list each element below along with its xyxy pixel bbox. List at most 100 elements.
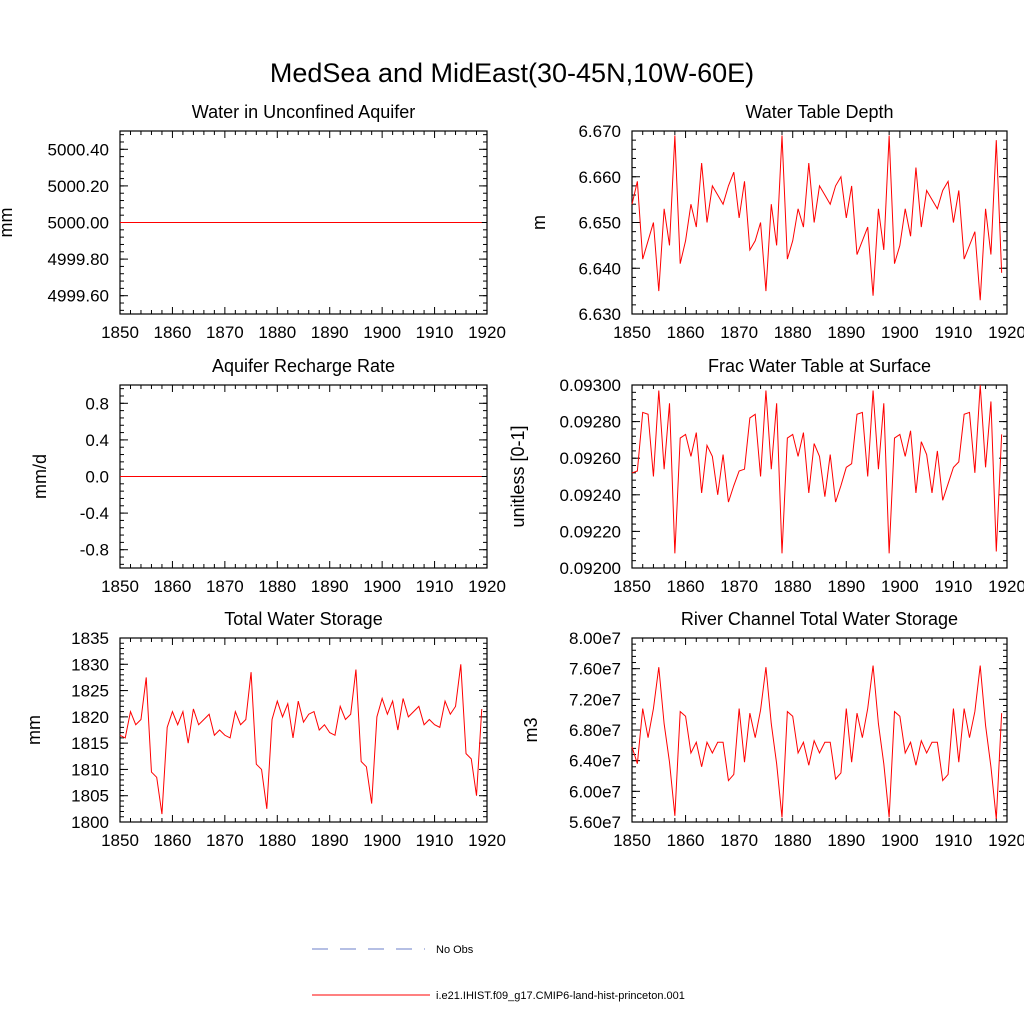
x-tick-label: 1860 — [154, 577, 192, 596]
y-tick-label: 6.660 — [578, 168, 621, 187]
x-tick-label: 1920 — [468, 577, 506, 596]
x-tick-label: 1870 — [720, 323, 758, 342]
series-line-0 — [631, 384, 1003, 554]
y-tick-label: 6.650 — [578, 214, 621, 233]
panel-0: Water in Unconfined Aquifer mm 1850 1860 187… — [0, 102, 506, 342]
x-tick-label: 1870 — [720, 577, 758, 596]
x-tick-label: 1870 — [206, 577, 244, 596]
y-tick-label: 0.09220 — [560, 522, 621, 541]
x-tick-label: 1920 — [468, 831, 506, 850]
x-tick-label: 1920 — [468, 323, 506, 342]
panel-title: Water Table Depth — [745, 102, 893, 122]
x-tick-label: 1920 — [988, 577, 1024, 596]
y-tick-label: 0.09200 — [560, 559, 621, 578]
x-tick-label: 1900 — [881, 577, 919, 596]
x-tick-label: 1910 — [416, 577, 454, 596]
x-tick-label: 1900 — [363, 577, 401, 596]
x-tick-label: 1850 — [101, 323, 139, 342]
x-tick-label: 1880 — [774, 577, 812, 596]
plot-frame — [631, 384, 1008, 569]
y-axis-label: mm/d — [30, 454, 50, 499]
y-axis-label: unitless [0-1] — [508, 425, 528, 527]
panel-title: Aquifer Recharge Rate — [212, 356, 395, 376]
x-tick-label: 1850 — [613, 831, 651, 850]
series-line-0 — [631, 135, 1003, 301]
y-tick-label: 0.09300 — [560, 376, 621, 395]
x-tick-label: 1880 — [258, 831, 296, 850]
panel-4: Total Water Storage mm 1850 1860 1870 1880 189… — [24, 609, 506, 850]
legend-label-model: i.e21.IHIST.f09_g17.CMIP6-land-hist-prin… — [436, 990, 685, 1002]
y-tick-label: 0.4 — [85, 431, 109, 450]
x-tick-label: 1870 — [206, 323, 244, 342]
x-tick-label: 1900 — [363, 323, 401, 342]
x-tick-label: 1890 — [311, 831, 349, 850]
panel-title: Frac Water Table at Surface — [708, 356, 931, 376]
x-tick-label: 1860 — [667, 577, 705, 596]
x-tick-label: 1880 — [258, 323, 296, 342]
plot-frame — [119, 637, 488, 823]
y-tick-label: 5.60e7 — [569, 813, 621, 832]
y-tick-label: 1805 — [71, 787, 109, 806]
panels: Water in Unconfined Aquifer mm 1850 1860 187… — [0, 102, 1024, 850]
x-tick-label: 1850 — [101, 577, 139, 596]
figure-title: MedSea and MidEast(30-45N,10W-60E) — [270, 58, 754, 88]
y-tick-label: 1825 — [71, 682, 109, 701]
legend: No Obs i.e21.IHIST.f09_g17.CMIP6-land-hi… — [312, 944, 685, 1002]
y-axis-label: m3 — [521, 717, 541, 742]
x-tick-label: 1900 — [881, 831, 919, 850]
x-tick-label: 1860 — [667, 323, 705, 342]
y-tick-label: -0.8 — [80, 541, 109, 560]
x-tick-label: 1860 — [154, 323, 192, 342]
x-tick-label: 1860 — [667, 831, 705, 850]
x-tick-label: 1880 — [774, 323, 812, 342]
series-line-0 — [631, 665, 1003, 819]
y-tick-label: 6.80e7 — [569, 721, 621, 740]
y-tick-label: 1830 — [71, 655, 109, 674]
panel-1: Water Table Depth m 1850 1860 1870 1880 1890 19… — [529, 102, 1024, 342]
y-tick-label: 6.00e7 — [569, 782, 621, 801]
x-tick-label: 1910 — [935, 831, 973, 850]
x-tick-label: 1860 — [154, 831, 192, 850]
y-tick-label: 6.630 — [578, 305, 621, 324]
y-tick-label: 8.00e7 — [569, 629, 621, 648]
x-tick-label: 1850 — [613, 323, 651, 342]
panel-2: Aquifer Recharge Rate mm/d 1850 1860 1870 188… — [30, 356, 506, 596]
x-tick-label: 1890 — [311, 577, 349, 596]
y-axis-label: m — [529, 215, 549, 230]
y-axis-label: mm — [24, 715, 44, 745]
y-tick-label: -0.4 — [80, 504, 109, 523]
x-tick-label: 1850 — [101, 831, 139, 850]
y-tick-label: 1815 — [71, 734, 109, 753]
y-tick-label: 4999.60 — [48, 287, 109, 306]
x-tick-label: 1880 — [258, 577, 296, 596]
x-tick-label: 1920 — [988, 831, 1024, 850]
panel-3: Frac Water Table at Surface unitless [0-1… — [508, 356, 1024, 596]
x-tick-label: 1890 — [311, 323, 349, 342]
x-tick-label: 1870 — [206, 831, 244, 850]
y-tick-label: 0.8 — [85, 394, 109, 413]
x-tick-label: 1890 — [827, 577, 865, 596]
plot-frame — [631, 637, 1008, 823]
panel-5: River Channel Total Water Storage m3 1850 1… — [521, 609, 1024, 850]
x-tick-label: 1880 — [774, 831, 812, 850]
y-axis-label: mm — [0, 208, 16, 238]
x-tick-label: 1910 — [416, 323, 454, 342]
panel-title: River Channel Total Water Storage — [681, 609, 958, 629]
y-tick-label: 0.0 — [85, 468, 109, 487]
x-tick-label: 1890 — [827, 831, 865, 850]
y-tick-label: 7.60e7 — [569, 660, 621, 679]
x-tick-label: 1920 — [988, 323, 1024, 342]
series-line-0 — [119, 664, 483, 815]
y-tick-label: 1835 — [71, 629, 109, 648]
y-tick-label: 4999.80 — [48, 250, 109, 269]
y-tick-label: 5000.20 — [48, 177, 109, 196]
x-tick-label: 1890 — [827, 323, 865, 342]
legend-label-no-obs: No Obs — [436, 944, 474, 956]
x-tick-label: 1900 — [881, 323, 919, 342]
x-tick-label: 1910 — [935, 323, 973, 342]
y-tick-label: 6.640 — [578, 259, 621, 278]
x-tick-label: 1900 — [363, 831, 401, 850]
y-tick-label: 1810 — [71, 760, 109, 779]
panel-title: Water in Unconfined Aquifer — [192, 102, 415, 122]
